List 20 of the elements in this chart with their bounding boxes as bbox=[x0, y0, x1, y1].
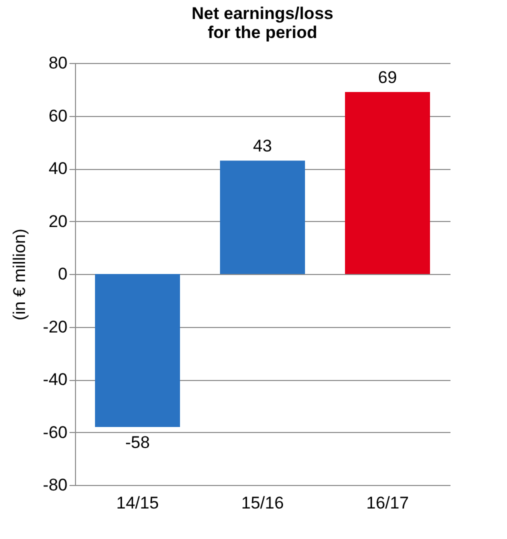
y-tick-label: -40 bbox=[42, 370, 68, 389]
data-label: 43 bbox=[253, 136, 272, 156]
y-tick-label: -20 bbox=[42, 317, 68, 336]
y-tick-label: 80 bbox=[48, 54, 68, 72]
bar bbox=[345, 92, 430, 274]
y-tick-label: 40 bbox=[48, 159, 68, 178]
y-tick-label: 60 bbox=[48, 106, 68, 126]
chart-title: Net earnings/loss for the period bbox=[192, 4, 334, 42]
y-tick-label: -80 bbox=[42, 476, 68, 494]
y-tick-label: 20 bbox=[48, 212, 68, 231]
x-tick-label: 15/16 bbox=[241, 494, 284, 512]
data-label: 69 bbox=[378, 68, 397, 88]
data-label: -58 bbox=[125, 432, 150, 452]
x-tick-label: 14/15 bbox=[116, 494, 159, 512]
y-tick-label: -60 bbox=[42, 422, 68, 442]
bar bbox=[220, 160, 305, 274]
x-tick-label: 16/17 bbox=[366, 494, 409, 512]
bar bbox=[95, 274, 180, 427]
y-axis-title: (in € million) bbox=[10, 228, 29, 320]
y-tick-label: 0 bbox=[58, 264, 68, 284]
